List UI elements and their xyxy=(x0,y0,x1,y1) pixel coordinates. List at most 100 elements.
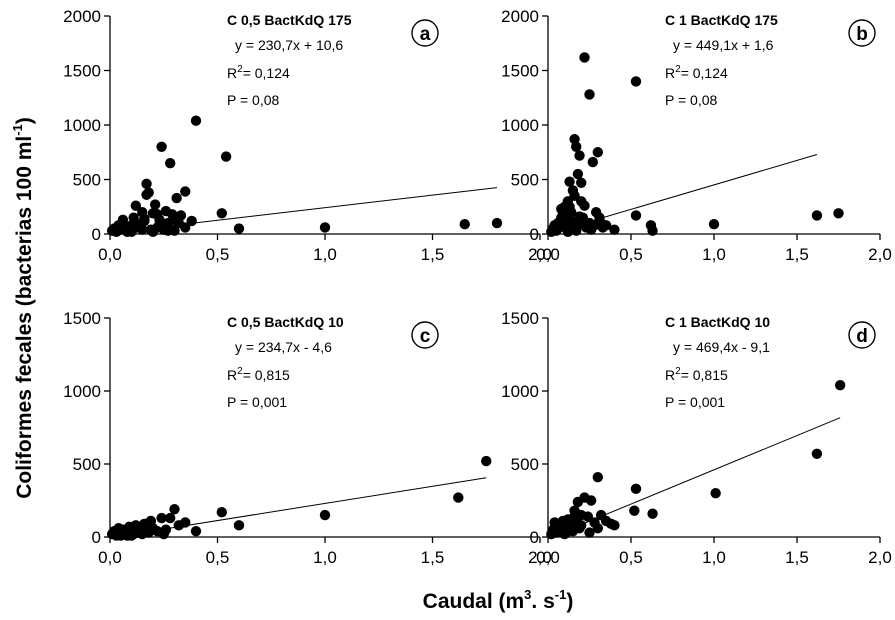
data-point xyxy=(130,200,141,211)
x-axis-title: Caudal (m3. s-1) xyxy=(423,587,574,613)
x-tick-label: 1,0 xyxy=(702,548,726,567)
x-tick-label: 0,0 xyxy=(98,245,122,264)
data-point xyxy=(834,379,846,391)
panel-letter-badge xyxy=(848,321,876,349)
x-tick-label: 0,0 xyxy=(536,548,560,567)
panel-letter-badge xyxy=(411,19,439,47)
data-point xyxy=(190,115,202,126)
x-tick-label: 1,0 xyxy=(702,245,726,264)
data-point xyxy=(139,213,150,224)
panel-letter-badge xyxy=(848,19,876,47)
data-point xyxy=(171,192,182,204)
data-point xyxy=(128,212,139,223)
data-point xyxy=(149,199,161,210)
r-squared-prefix: R xyxy=(227,65,237,81)
data-point xyxy=(576,520,587,531)
regression-equation: y = 230,7x + 10,6 xyxy=(235,37,343,53)
data-point xyxy=(569,190,580,202)
y-tick-label: 1500 xyxy=(501,62,539,81)
regression-equation: y = 449,1x + 1,6 xyxy=(673,37,774,53)
x-tick-label: 2,0 xyxy=(528,548,552,567)
x-tick-label: 1,5 xyxy=(421,548,445,567)
r-squared-label: R2= 0,815 xyxy=(227,366,290,383)
x-tick-label: 0,0 xyxy=(98,548,122,567)
data-point xyxy=(579,52,590,63)
data-point xyxy=(319,509,331,521)
data-point xyxy=(169,504,180,515)
data-point xyxy=(126,530,137,541)
p-value-label: P = 0,08 xyxy=(227,92,280,108)
x-tick-label: 1,5 xyxy=(421,245,445,264)
y-tick-label: 1000 xyxy=(63,116,101,135)
data-point xyxy=(584,89,595,100)
data-point xyxy=(559,528,570,540)
y-tick-label: 1500 xyxy=(63,62,101,81)
x-tick-label: 2,0 xyxy=(528,245,552,264)
data-point xyxy=(647,508,658,519)
x-tick-label: 0,0 xyxy=(536,245,560,264)
regression-line xyxy=(581,154,818,225)
data-point xyxy=(165,512,176,524)
data-point xyxy=(564,201,575,212)
r-squared-prefix: R xyxy=(227,367,237,383)
x-tick-label: 1,5 xyxy=(785,245,809,264)
r-squared-value: = 0,124 xyxy=(243,65,290,81)
data-point xyxy=(630,76,642,87)
r-squared-superscript: 2 xyxy=(675,366,681,377)
x-tick-label: 2,0 xyxy=(868,245,892,264)
x-tick-label: 0,5 xyxy=(206,245,230,264)
data-point xyxy=(158,528,169,540)
data-point xyxy=(137,528,148,540)
data-point xyxy=(137,224,148,235)
data-point xyxy=(811,210,823,221)
y-axis-title-main: Coliformes fecales (bacterias 100 ml xyxy=(13,136,36,499)
data-point xyxy=(579,200,590,211)
panel-title: C 0,5 BactKdQ 175 xyxy=(227,12,352,28)
data-point xyxy=(165,157,176,169)
r-squared-value: = 0,124 xyxy=(681,65,728,81)
x-tick-label: 0,5 xyxy=(619,548,643,567)
data-point xyxy=(572,168,584,180)
y-axis-title: Coliformes fecales (bacterias 100 ml-1) xyxy=(10,117,36,499)
regression-equation: y = 469,4x - 9,1 xyxy=(673,339,770,355)
data-point xyxy=(115,530,126,541)
data-point xyxy=(233,520,245,531)
data-point xyxy=(459,218,470,230)
y-tick-label: 500 xyxy=(73,455,101,474)
data-point xyxy=(629,505,640,516)
data-point xyxy=(319,222,331,233)
data-point xyxy=(190,525,202,537)
r-squared-superscript: 2 xyxy=(675,64,681,75)
data-point xyxy=(630,483,642,495)
data-point xyxy=(584,527,595,538)
y-tick-label: 1000 xyxy=(501,116,539,135)
data-point xyxy=(600,220,612,231)
r-squared-superscript: 2 xyxy=(237,64,243,75)
data-point xyxy=(491,217,503,229)
y-tick-label: 1000 xyxy=(63,382,101,401)
y-tick-label: 0 xyxy=(530,528,539,547)
x-axis-title-mid: . s xyxy=(531,590,554,613)
y-tick-label: 1500 xyxy=(501,309,539,328)
x-tick-label: 0,5 xyxy=(619,245,643,264)
data-point xyxy=(156,141,167,152)
data-point xyxy=(233,223,245,234)
r-squared-superscript: 2 xyxy=(237,366,243,377)
data-point xyxy=(609,224,620,235)
data-point xyxy=(630,210,642,221)
panel-letter: c xyxy=(420,326,431,347)
x-tick-label: 1,0 xyxy=(313,245,337,264)
data-point xyxy=(180,186,191,197)
y-tick-label: 500 xyxy=(73,171,101,190)
r-squared-value: = 0,815 xyxy=(243,367,290,383)
data-point xyxy=(481,455,492,467)
data-point xyxy=(710,488,721,499)
data-point xyxy=(216,208,227,219)
x-axis-title-superscript-1: 3 xyxy=(524,587,531,602)
y-tick-label: 1000 xyxy=(501,382,539,401)
